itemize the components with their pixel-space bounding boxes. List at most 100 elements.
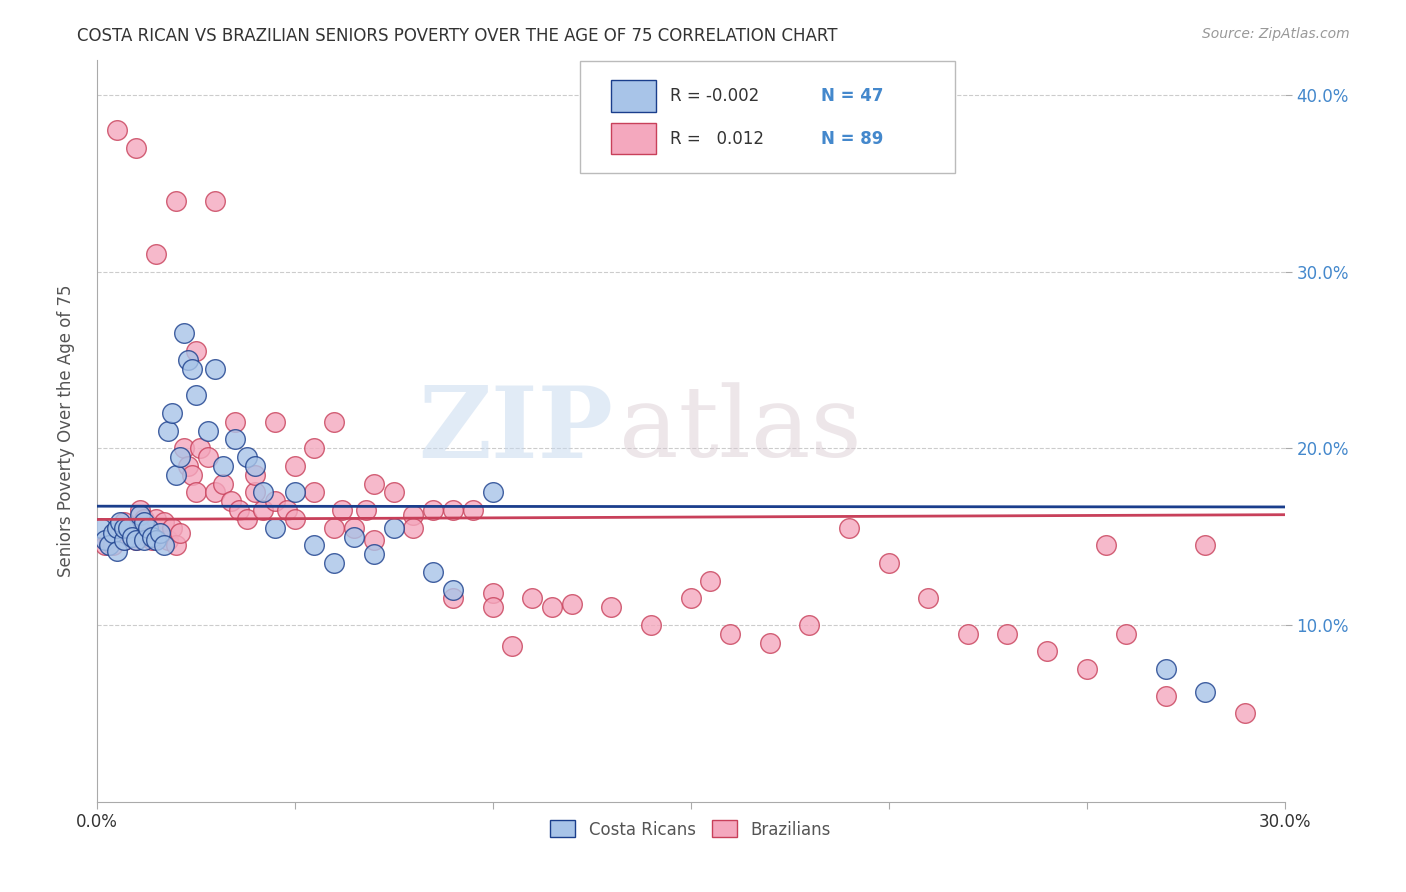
Brazilians — [759, 635, 782, 649]
Brazilians — [354, 503, 377, 517]
Costa Ricans — [184, 388, 207, 402]
Brazilians — [402, 508, 425, 523]
Costa Ricans — [153, 538, 176, 552]
Brazilians — [522, 591, 544, 606]
Brazilians — [304, 485, 326, 500]
Brazilians — [441, 591, 464, 606]
Costa Ricans — [90, 521, 112, 535]
Costa Ricans — [284, 485, 307, 500]
Costa Ricans — [169, 450, 191, 464]
Costa Ricans — [149, 526, 172, 541]
Brazilians — [165, 194, 187, 208]
Brazilians — [97, 533, 120, 548]
Costa Ricans — [481, 485, 503, 500]
Costa Ricans — [304, 538, 326, 552]
Brazilians — [600, 600, 623, 615]
Brazilians — [236, 512, 259, 526]
Brazilians — [343, 521, 366, 535]
Costa Ricans — [105, 521, 128, 535]
Costa Ricans — [224, 433, 246, 447]
Brazilians — [177, 458, 200, 473]
Brazilians — [264, 415, 287, 429]
Text: COSTA RICAN VS BRAZILIAN SENIORS POVERTY OVER THE AGE OF 75 CORRELATION CHART: COSTA RICAN VS BRAZILIAN SENIORS POVERTY… — [77, 27, 838, 45]
Brazilians — [252, 503, 274, 517]
Costa Ricans — [112, 521, 135, 535]
Costa Ricans — [264, 521, 287, 535]
Brazilians — [441, 503, 464, 517]
Costa Ricans — [125, 533, 148, 548]
Brazilians — [93, 538, 115, 552]
Costa Ricans — [160, 406, 183, 420]
Brazilians — [382, 485, 405, 500]
Brazilians — [204, 194, 226, 208]
Costa Ricans — [165, 467, 187, 482]
Brazilians — [640, 618, 662, 632]
Brazilians — [718, 626, 741, 640]
Brazilians — [402, 521, 425, 535]
Brazilians — [799, 618, 821, 632]
Brazilians — [323, 521, 346, 535]
Brazilians — [129, 521, 152, 535]
Brazilians — [481, 600, 503, 615]
Costa Ricans — [236, 450, 259, 464]
Brazilians — [561, 597, 583, 611]
Costa Ricans — [156, 424, 179, 438]
FancyBboxPatch shape — [612, 80, 657, 112]
Brazilians — [204, 485, 226, 500]
Costa Ricans — [1154, 662, 1177, 676]
Brazilians — [481, 586, 503, 600]
Costa Ricans — [141, 530, 163, 544]
Brazilians — [363, 476, 385, 491]
Brazilians — [956, 626, 979, 640]
Brazilians — [501, 639, 523, 653]
Brazilians — [184, 344, 207, 359]
Costa Ricans — [134, 516, 156, 530]
Brazilians — [105, 123, 128, 137]
Brazilians — [284, 458, 307, 473]
Brazilians — [995, 626, 1018, 640]
Brazilians — [110, 526, 132, 541]
Brazilians — [1076, 662, 1098, 676]
Costa Ricans — [121, 530, 143, 544]
Costa Ricans — [382, 521, 405, 535]
Costa Ricans — [112, 533, 135, 548]
FancyBboxPatch shape — [612, 123, 657, 153]
Y-axis label: Seniors Poverty Over the Age of 75: Seniors Poverty Over the Age of 75 — [58, 285, 75, 577]
Brazilians — [264, 494, 287, 508]
Brazilians — [173, 442, 195, 456]
Costa Ricans — [422, 565, 444, 579]
Brazilians — [145, 512, 167, 526]
Brazilians — [330, 503, 353, 517]
Brazilians — [188, 442, 211, 456]
Brazilians — [101, 538, 124, 552]
Text: ZIP: ZIP — [419, 382, 613, 479]
Brazilians — [105, 530, 128, 544]
Brazilians — [125, 141, 148, 155]
Brazilians — [228, 503, 250, 517]
Brazilians — [541, 600, 564, 615]
Brazilians — [422, 503, 444, 517]
Brazilians — [323, 415, 346, 429]
Brazilians — [679, 591, 702, 606]
Brazilians — [160, 521, 183, 535]
Brazilians — [699, 574, 721, 588]
Brazilians — [153, 516, 176, 530]
Costa Ricans — [134, 533, 156, 548]
Brazilians — [165, 538, 187, 552]
Costa Ricans — [1194, 685, 1216, 699]
Text: N = 89: N = 89 — [821, 130, 883, 148]
Brazilians — [129, 503, 152, 517]
Costa Ricans — [363, 547, 385, 561]
Costa Ricans — [101, 526, 124, 541]
Brazilians — [134, 512, 156, 526]
Brazilians — [149, 526, 172, 541]
Costa Ricans — [441, 582, 464, 597]
Costa Ricans — [117, 521, 139, 535]
Brazilians — [121, 530, 143, 544]
Brazilians — [243, 467, 266, 482]
Brazilians — [276, 503, 298, 517]
Brazilians — [184, 485, 207, 500]
Costa Ricans — [105, 543, 128, 558]
Brazilians — [838, 521, 860, 535]
Text: atlas: atlas — [619, 383, 862, 478]
